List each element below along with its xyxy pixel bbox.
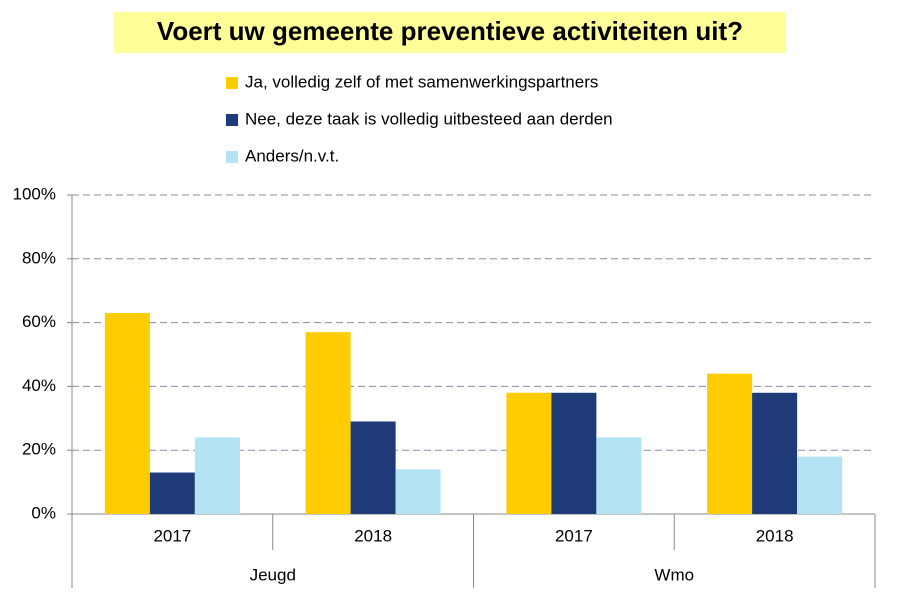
legend-label: Anders/n.v.t.	[245, 146, 339, 165]
bar	[149, 472, 195, 514]
bar	[596, 437, 642, 514]
bar	[506, 392, 552, 514]
y-tick-label: 20%	[22, 440, 56, 459]
bar	[305, 332, 351, 514]
y-tick-label: 40%	[22, 376, 56, 395]
bar	[752, 392, 798, 514]
bar	[395, 469, 441, 514]
bar	[707, 373, 753, 514]
group-label: Wmo	[654, 565, 694, 584]
y-tick-label: 0%	[31, 503, 56, 522]
y-tick-label: 100%	[13, 184, 56, 203]
y-tick-label: 80%	[22, 248, 56, 267]
bar	[350, 421, 396, 514]
title-highlight	[114, 12, 786, 53]
group-label: Jeugd	[250, 565, 296, 584]
x-tick-label: 2017	[555, 526, 593, 545]
x-tick-label: 2017	[153, 526, 191, 545]
legend-swatch	[226, 151, 238, 163]
x-tick-label: 2018	[354, 526, 392, 545]
bar	[797, 456, 843, 514]
bar	[551, 392, 597, 514]
bar	[194, 437, 240, 514]
bar	[104, 313, 150, 514]
legend-swatch	[226, 77, 238, 89]
legend-label: Ja, volledig zelf of met samenwerkingspa…	[245, 72, 598, 91]
legend-swatch	[226, 114, 238, 126]
y-tick-label: 60%	[22, 312, 56, 331]
chart-title: Voert uw gemeente preventieve activiteit…	[157, 16, 743, 46]
x-tick-label: 2018	[756, 526, 794, 545]
legend-label: Nee, deze taak is volledig uitbesteed aa…	[245, 109, 613, 128]
